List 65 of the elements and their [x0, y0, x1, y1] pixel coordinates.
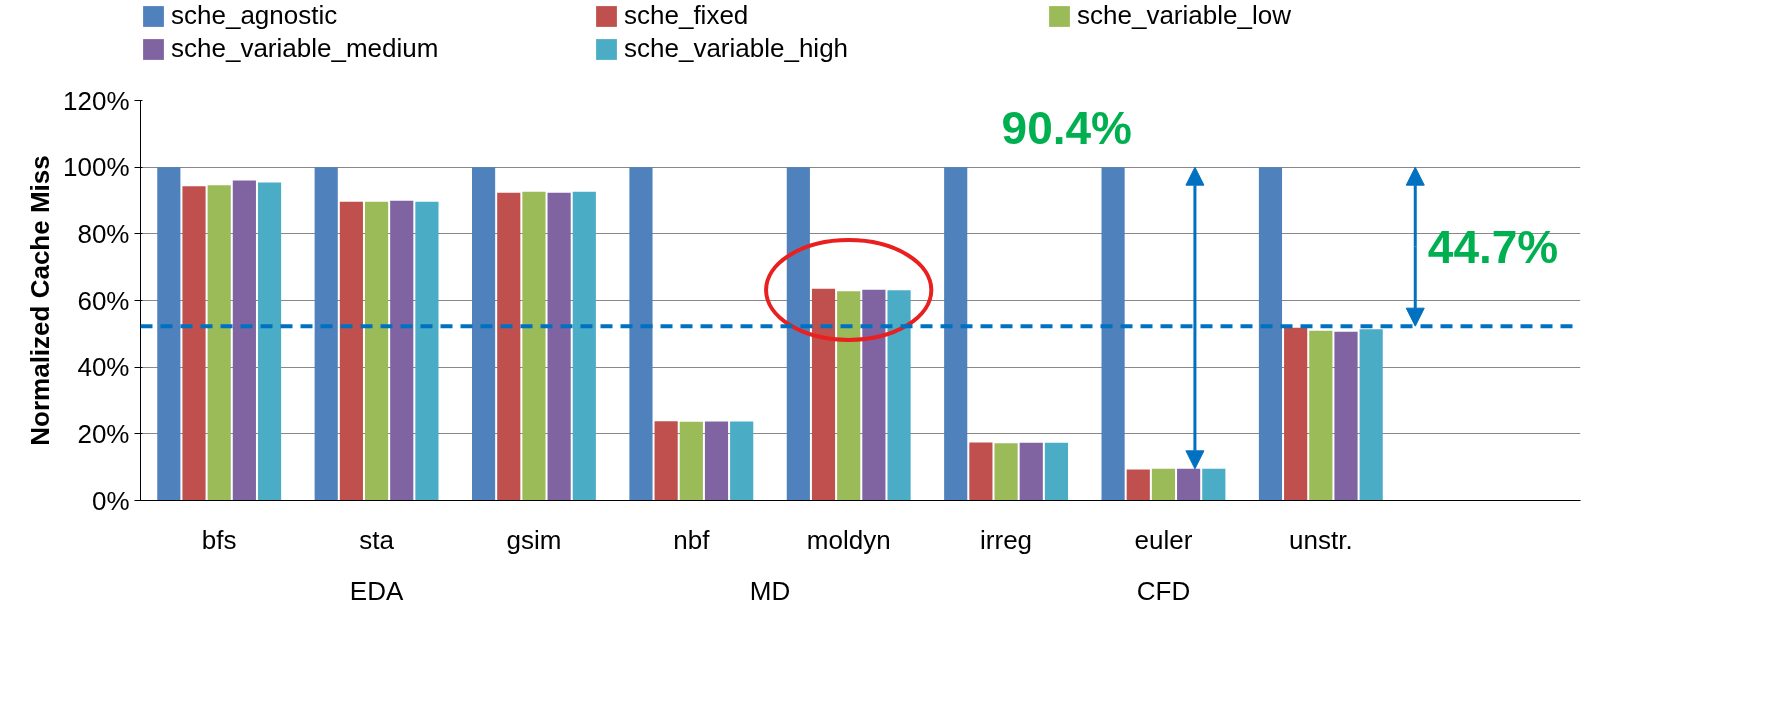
bar	[157, 167, 181, 501]
bar	[862, 289, 886, 501]
bar	[654, 421, 678, 501]
bar	[1258, 167, 1283, 501]
bar	[472, 167, 496, 501]
bar	[1359, 329, 1383, 501]
bar	[786, 167, 810, 501]
y-tick-label: 100%	[63, 152, 130, 183]
legend-label: sche_fixed	[624, 0, 750, 31]
legend-label: sche_agnostic	[171, 0, 339, 31]
bar	[207, 185, 231, 501]
bar	[572, 191, 596, 501]
bar	[415, 201, 439, 501]
bar	[1284, 327, 1308, 501]
x-tick-label: nbf	[673, 524, 711, 555]
legend-label: sche_variable_low	[1077, 0, 1292, 31]
annotation: 90.4%	[1001, 101, 1132, 154]
bar	[944, 167, 968, 501]
bar	[547, 192, 571, 501]
bar	[339, 201, 363, 501]
bar	[994, 443, 1018, 501]
y-tick-label: 60%	[77, 285, 130, 316]
bar	[969, 442, 993, 501]
y-tick-label: 0%	[91, 485, 130, 516]
y-axis-title: Normalized Cache Miss	[25, 155, 55, 446]
bar	[522, 191, 546, 501]
y-tick-label: 120%	[63, 85, 130, 116]
text: MD	[749, 575, 791, 606]
bar	[1309, 330, 1333, 501]
y-tick-label: 20%	[77, 418, 130, 449]
text: 44.7%	[1427, 220, 1559, 273]
text: EDA	[349, 575, 404, 606]
bar	[1044, 442, 1069, 501]
bar	[497, 192, 521, 501]
bar	[232, 180, 256, 501]
bar	[811, 288, 836, 501]
bar	[837, 291, 861, 501]
x-tick-label: unstr.	[1289, 524, 1353, 555]
bar	[257, 182, 282, 501]
bar	[1019, 442, 1043, 501]
legend-label: sche_variable_high	[624, 33, 850, 64]
x-tick-label: irreg	[980, 524, 1033, 555]
x-tick-label: moldyn	[806, 524, 891, 555]
y-tick-label: 40%	[77, 352, 130, 383]
bar	[629, 167, 653, 501]
bar	[887, 290, 911, 501]
x-tick-label: euler	[1134, 524, 1193, 555]
y-tick-label: 80%	[77, 218, 130, 249]
bar	[1101, 167, 1125, 501]
bar	[390, 200, 414, 501]
bar	[1151, 468, 1176, 501]
bar	[182, 186, 206, 501]
x-tick-label: gsim	[506, 524, 562, 555]
legend-label: sche_variable_medium	[171, 33, 440, 64]
bar	[364, 201, 389, 501]
bar	[1126, 469, 1150, 501]
bar	[1202, 468, 1226, 501]
bar	[679, 421, 703, 501]
bar	[314, 167, 338, 501]
x-tick-label: sta	[359, 524, 395, 555]
bar	[704, 421, 729, 501]
bar	[730, 421, 754, 501]
text: CFD	[1136, 575, 1191, 606]
bar	[1334, 331, 1358, 501]
x-tick-label: bfs	[201, 524, 237, 555]
